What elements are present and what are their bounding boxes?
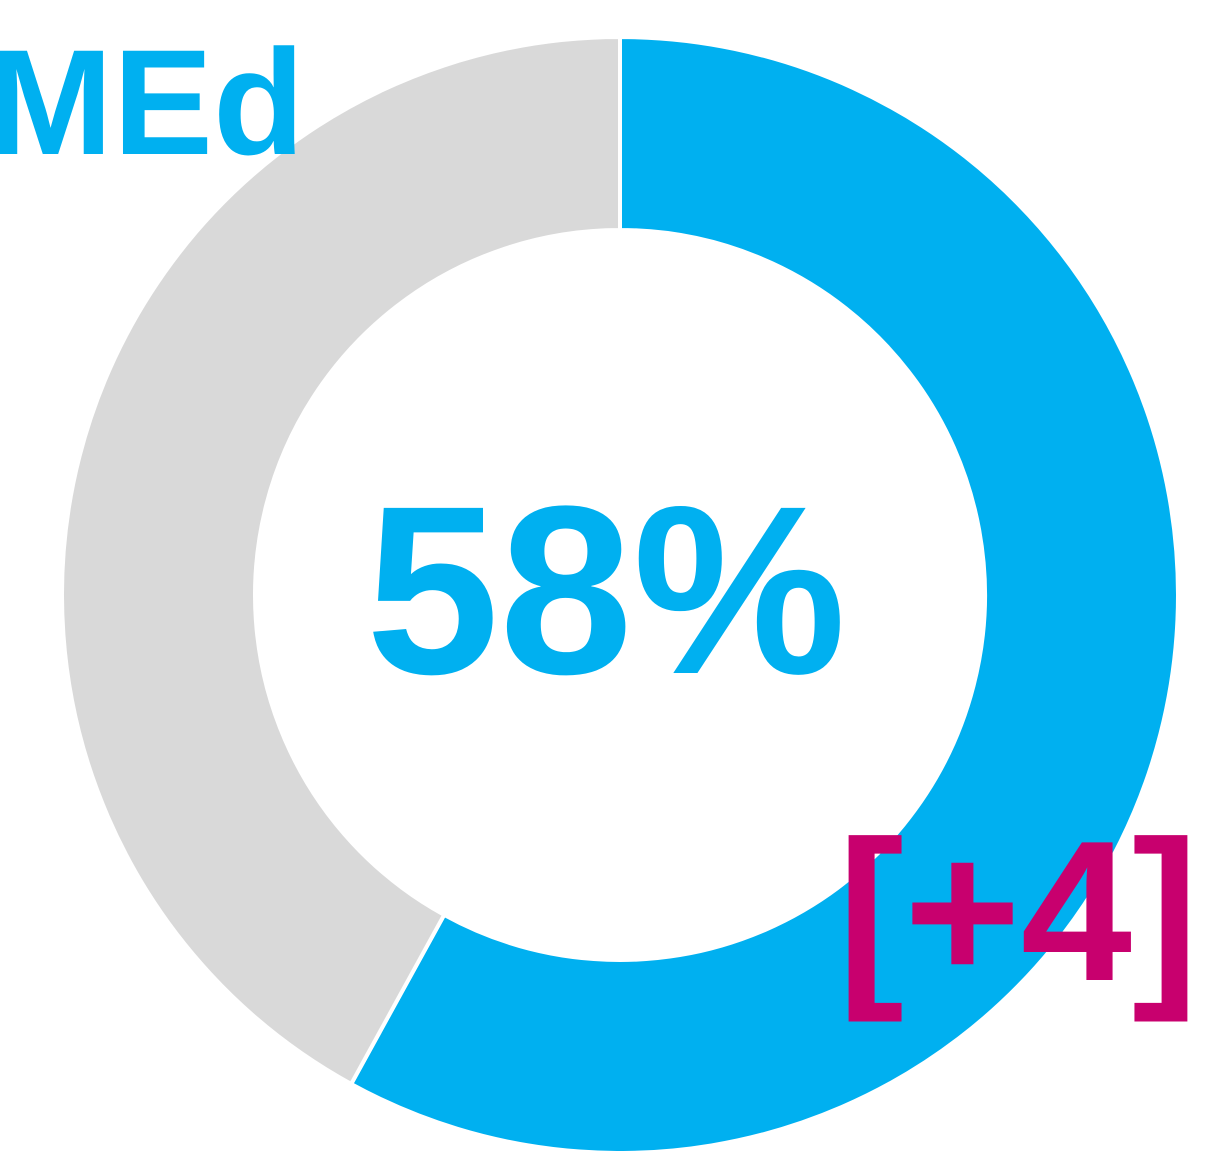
slice	[60, 34, 622, 1087]
slice	[348, 34, 1180, 1151]
center-label: 58%	[366, 456, 846, 724]
slices	[60, 34, 1180, 1151]
chart-title: MEd	[0, 18, 305, 186]
annotation: [+4]	[837, 800, 1198, 1023]
